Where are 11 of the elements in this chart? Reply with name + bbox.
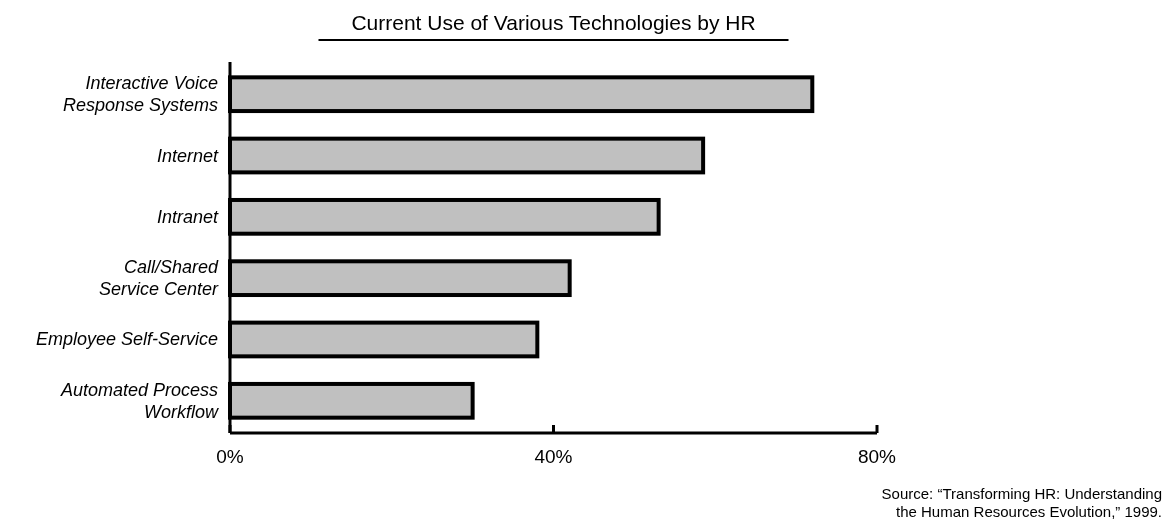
y-tick-label: Internet [156, 145, 219, 166]
y-tick-label: Automated Process Workflow [59, 379, 219, 422]
source-note: Source: “Transforming HR: Understanding the Human Resources Evolution,” 1999. [881, 485, 1162, 520]
x-tick-label: 0% [216, 446, 244, 467]
y-tick-label: Interactive Voice Response Systems [62, 73, 218, 116]
x-tick-label: 40% [534, 446, 573, 467]
y-tick-label: Intranet [156, 206, 219, 227]
chart-title: Current Use of Various Technologies by HR [351, 11, 756, 34]
x-tick-label: 80% [857, 446, 897, 467]
y-tick-label: Call/Shared Service Center [98, 257, 219, 300]
y-tick-label: Employee Self-Service [35, 329, 218, 350]
